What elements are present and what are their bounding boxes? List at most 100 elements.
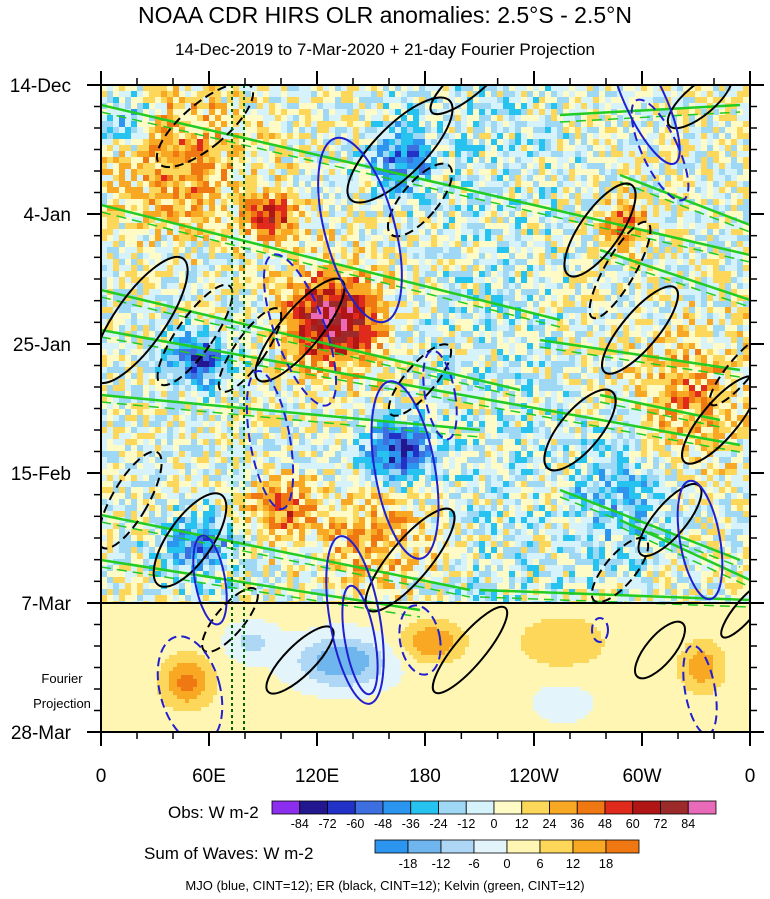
er-contour	[590, 536, 650, 604]
waves-colorbar-label: 0	[503, 856, 510, 871]
er-contour	[681, 375, 750, 465]
obs-colorbar-box	[493, 800, 523, 815]
contour-legend-footer: MJO (blue, CINT=12); ER (black, CINT=12)…	[185, 878, 585, 893]
obs-colorbar-box	[465, 800, 495, 815]
er-contour	[601, 285, 679, 375]
waves-colorbar-label: 12	[566, 856, 580, 871]
obs-colorbar-label: -72	[318, 817, 336, 831]
mjo-contour	[630, 98, 690, 202]
projection-field	[101, 603, 750, 732]
mjo-contour	[325, 535, 385, 705]
mjo-contour	[609, 85, 681, 166]
obs-colorbar-box	[299, 800, 328, 815]
kelvin-contour	[619, 173, 750, 227]
obs-colorbar-box	[521, 800, 550, 815]
obs-colorbar-label: -48	[374, 817, 392, 831]
kelvin-contour	[599, 401, 721, 428]
x-tick-label: 60W	[622, 766, 661, 787]
obs-colorbar-label: -12	[457, 817, 475, 831]
kelvin-contour	[101, 203, 561, 322]
y-tick-label: 15-Feb	[11, 464, 71, 485]
er-contour	[543, 388, 617, 472]
projection-label-line2: Projection	[33, 696, 91, 711]
obs-colorbar-box	[632, 800, 661, 815]
kelvin-contour	[599, 248, 750, 302]
er-contour	[201, 587, 259, 653]
obs-colorbar-label: 84	[681, 817, 695, 831]
waves-legend-title: Sum of Waves: W m-2	[144, 844, 314, 863]
er-contour	[156, 283, 234, 387]
obs-colorbar-box	[271, 800, 301, 815]
x-tick-label: 0	[96, 766, 107, 787]
obs-colorbar-label: -84	[291, 817, 309, 831]
kelvin-contour	[101, 393, 481, 432]
obs-colorbar-box	[549, 800, 578, 815]
waves-colorbar-box	[473, 839, 508, 854]
obs-colorbar-box	[382, 800, 412, 815]
waves-colorbar-label: -18	[399, 856, 418, 871]
projection-label-line1: Fourier	[41, 671, 83, 686]
waves-colorbar-label: -12	[432, 856, 451, 871]
kelvin-contour	[101, 521, 471, 598]
kelvin-contour	[101, 288, 521, 392]
waves-colorbar-label: -6	[468, 856, 480, 871]
kelvin-contour	[559, 496, 741, 568]
waves-colorbar-label: 6	[536, 856, 543, 871]
obs-colorbar-box	[327, 800, 356, 815]
x-tick-label: 120E	[295, 766, 339, 787]
kelvin-contour	[101, 103, 750, 257]
kelvin-contour	[619, 518, 750, 582]
mjo-contour	[422, 349, 458, 441]
waves-colorbar-box	[374, 839, 409, 854]
er-contour	[387, 343, 453, 417]
y-tick-label: 4-Jan	[23, 205, 71, 226]
y-tick-label: 25-Jan	[13, 335, 71, 356]
x-tick-label: 180	[409, 766, 441, 787]
er-contour	[101, 450, 163, 550]
obs-colorbar-label: 24	[543, 817, 557, 831]
mjo-contour	[682, 644, 718, 732]
waves-colorbar-box	[572, 839, 607, 854]
kelvin-contour	[539, 346, 741, 378]
mjo-contour	[341, 584, 379, 696]
waves-colorbar-box	[605, 839, 640, 854]
obs-colorbar-label: 48	[598, 817, 612, 831]
obs-colorbar-box	[660, 800, 689, 815]
er-contour	[429, 85, 511, 116]
obs-colorbar-label: 72	[654, 817, 668, 831]
mjo-contour	[192, 534, 228, 626]
mjo-contour	[317, 136, 403, 324]
kelvin-contour	[559, 103, 741, 117]
mjo-contour	[262, 253, 338, 407]
obs-colorbar-box	[410, 800, 439, 815]
kelvin-contour	[559, 488, 741, 562]
kelvin-contour	[101, 513, 471, 592]
mjo-contour	[156, 635, 224, 732]
mjo-contour	[370, 380, 440, 560]
obs-colorbar-label: 0	[491, 817, 498, 831]
er-contour	[563, 182, 637, 278]
kelvin-contour	[599, 256, 750, 308]
x-tick-label: 60E	[192, 766, 226, 787]
er-contour	[634, 620, 686, 680]
waves-colorbar-box	[539, 839, 574, 854]
kelvin-contour	[559, 111, 741, 123]
obs-colorbar-label: -36	[402, 817, 420, 831]
chart-title: NOAA CDR HIRS OLR anomalies: 2.5°S - 2.5…	[138, 2, 632, 28]
er-contour	[666, 85, 734, 130]
er-contour	[588, 220, 652, 320]
obs-colorbar-label: -24	[429, 817, 447, 831]
obs-colorbar-box	[576, 800, 606, 815]
obs-colorbar-label: -60	[346, 817, 364, 831]
y-tick-label: 28-Mar	[11, 723, 72, 744]
er-contour	[101, 255, 189, 385]
obs-colorbar: -84 -72 -60 -48 -36 -24 -12 0 12 24 36 48 60 72 84	[271, 800, 717, 831]
chart-subtitle: 14-Dec-2019 to 7-Mar-2020 + 21-day Fouri…	[174, 40, 596, 59]
mjo-contour	[676, 479, 724, 601]
y-tick-label: 7-Mar	[21, 594, 71, 615]
x-tick-label: 0	[745, 766, 756, 787]
er-contour	[152, 492, 228, 588]
er-contour	[346, 96, 454, 204]
waves-colorbar-box	[440, 839, 475, 854]
